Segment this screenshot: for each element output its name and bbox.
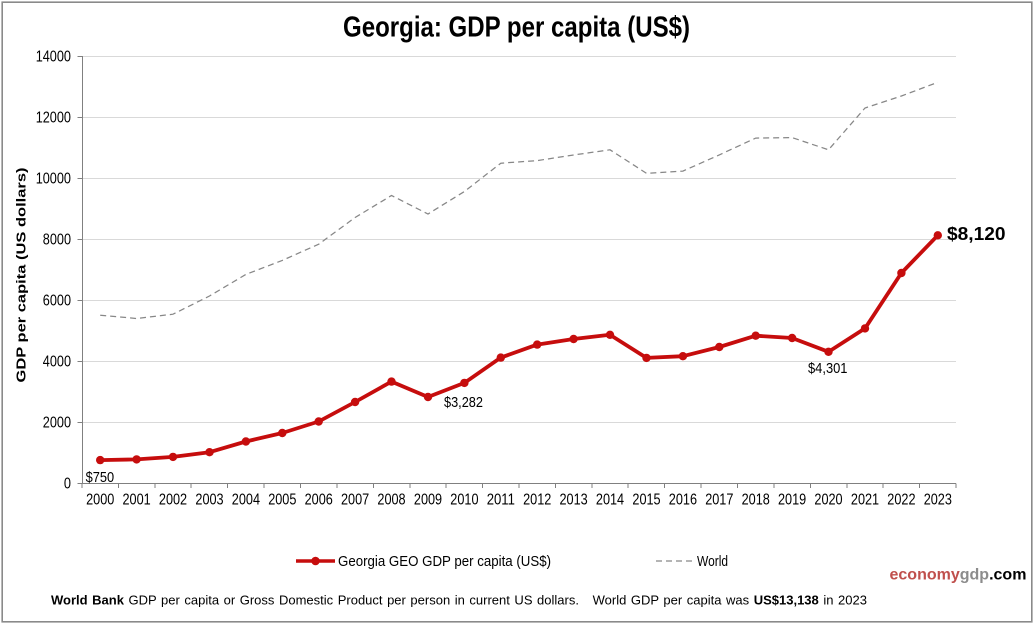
svg-text:2022: 2022: [887, 491, 915, 508]
svg-text:World Bank GDP per capita or G: World Bank GDP per capita or Gross Domes…: [51, 593, 867, 608]
svg-text:2021: 2021: [851, 491, 879, 508]
svg-text:$8,120: $8,120: [947, 224, 1006, 244]
svg-text:2018: 2018: [742, 491, 770, 508]
svg-text:2023: 2023: [924, 491, 952, 508]
svg-text:2011: 2011: [487, 491, 515, 508]
svg-text:World: World: [697, 553, 728, 570]
svg-text:Georgia: GDP per capita (US$): Georgia: GDP per capita (US$): [343, 11, 690, 43]
svg-text:2016: 2016: [669, 491, 697, 508]
svg-text:2014: 2014: [596, 491, 624, 508]
svg-text:2012: 2012: [523, 491, 551, 508]
svg-text:2020: 2020: [814, 491, 842, 508]
svg-text:2005: 2005: [268, 491, 296, 508]
svg-text:$3,282: $3,282: [444, 394, 483, 411]
svg-text:2004: 2004: [232, 491, 260, 508]
svg-text:GDP per capita (US dollars): GDP per capita (US dollars): [14, 168, 29, 383]
svg-text:Georgia GEO GDP per capita (US: Georgia GEO GDP per capita (US$): [338, 553, 551, 570]
svg-text:2013: 2013: [560, 491, 588, 508]
svg-text:2000: 2000: [43, 415, 72, 432]
svg-text:2009: 2009: [414, 491, 442, 508]
svg-text:6000: 6000: [43, 293, 72, 310]
svg-text:$750: $750: [86, 469, 115, 486]
svg-text:2007: 2007: [341, 491, 369, 508]
svg-text:0: 0: [64, 476, 71, 493]
svg-text:2001: 2001: [123, 491, 151, 508]
svg-text:10000: 10000: [36, 171, 72, 188]
svg-text:economygdp.com: economygdp.com: [890, 567, 1027, 584]
svg-text:2000: 2000: [86, 491, 114, 508]
svg-text:2008: 2008: [377, 491, 405, 508]
svg-text:2003: 2003: [195, 491, 223, 508]
svg-text:$4,301: $4,301: [808, 360, 848, 377]
svg-text:8000: 8000: [43, 232, 72, 249]
svg-text:2019: 2019: [778, 491, 806, 508]
svg-text:2010: 2010: [450, 491, 478, 508]
svg-text:4000: 4000: [43, 354, 72, 371]
svg-text:2006: 2006: [305, 491, 333, 508]
svg-text:2017: 2017: [705, 491, 733, 508]
svg-text:12000: 12000: [36, 110, 72, 127]
svg-text:14000: 14000: [36, 49, 72, 66]
svg-text:2015: 2015: [632, 491, 660, 508]
svg-text:2002: 2002: [159, 491, 187, 508]
